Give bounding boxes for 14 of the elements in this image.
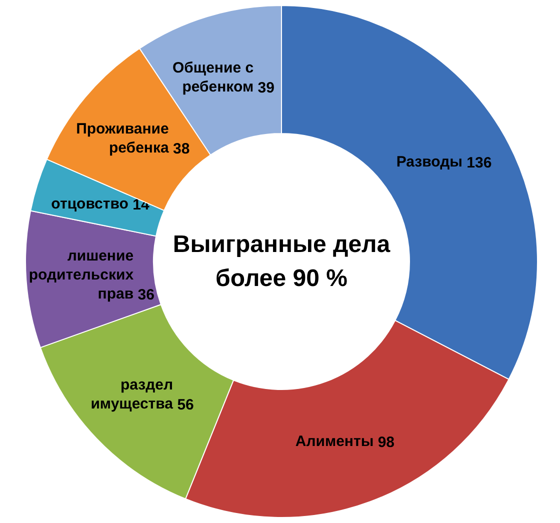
data-label: 36: [138, 286, 154, 304]
data-label: 98: [378, 434, 395, 452]
slice-label: лишение родительских прав: [28, 248, 134, 303]
slice-label: Алименты: [295, 433, 374, 450]
slice-label: Разводы: [396, 153, 462, 170]
data-label: 38: [173, 140, 190, 158]
data-label: 56: [177, 396, 194, 414]
text: Выигранные дела более 90 %: [172, 231, 391, 292]
data-label: 136: [466, 154, 492, 172]
slice-label: Проживание ребенка: [76, 120, 170, 156]
slice-label: отцовство: [51, 195, 128, 212]
slice-label: раздел имущества: [90, 376, 174, 412]
slice-label: Общение с ребенком: [172, 60, 254, 96]
data-label: 39: [258, 80, 274, 97]
